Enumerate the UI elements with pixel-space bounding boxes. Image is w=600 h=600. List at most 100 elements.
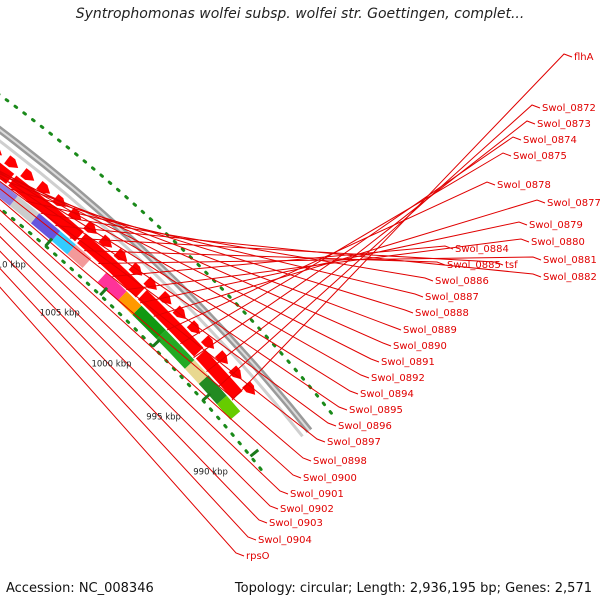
gene-label: Swol_0877 <box>547 198 600 209</box>
leader-line <box>55 225 542 278</box>
gene-label: Swol_0889 <box>403 325 457 336</box>
gene-label: rpsO <box>246 551 270 562</box>
gene-label: tsf <box>505 260 518 271</box>
gene-label: Swol_0904 <box>258 535 312 546</box>
gene-label: Swol_0875 <box>513 151 567 162</box>
leader-line <box>0 178 402 331</box>
leader-line <box>0 188 326 443</box>
cds-arrow <box>4 155 19 168</box>
leader-line <box>139 221 528 304</box>
feature-block <box>67 244 92 269</box>
cds-arrow <box>20 168 35 181</box>
leader-line <box>69 237 504 266</box>
gene-label: Swol_0878 <box>497 180 551 191</box>
cds-arrow <box>36 181 51 194</box>
tick-mark <box>201 392 212 402</box>
tick-mark <box>249 448 260 458</box>
tick-mark <box>44 237 54 248</box>
cds-gap <box>135 288 147 301</box>
feature-tracks <box>0 149 256 420</box>
feature-block <box>198 375 227 405</box>
accession-text: Accession: NC_008346 <box>6 581 154 596</box>
cds-arrow <box>242 380 256 395</box>
footer: Accession: NC_008346 Topology: circular;… <box>0 576 600 600</box>
leader-line <box>0 250 268 524</box>
gene-label: Swol_0896 <box>338 421 392 432</box>
gene-label: Swol_0873 <box>537 119 591 130</box>
backbone-highlight <box>0 128 311 432</box>
feature-block <box>117 291 142 315</box>
gene-label: Swol_0901 <box>290 489 344 500</box>
gene-label: Swol_0882 <box>543 272 597 283</box>
feature-block <box>97 272 127 301</box>
leader-line <box>206 120 536 373</box>
gene-label: flhA <box>574 52 594 63</box>
gene-label: Swol_0881 <box>543 255 597 266</box>
leader-line <box>166 181 496 331</box>
tick-label: 995 kbp <box>146 412 181 422</box>
leader-line <box>0 198 312 462</box>
gene-label: Swol_0900 <box>303 473 357 484</box>
cds-arrow <box>128 262 143 276</box>
dotted-guide-arc <box>0 206 263 471</box>
tick-label: 1010 kbp <box>0 260 26 270</box>
cds-arrow <box>98 234 113 248</box>
gene-label: Swol_0880 <box>531 237 585 248</box>
gene-label: Swol_0886 <box>435 276 489 287</box>
leader-line <box>231 53 573 401</box>
cds-track <box>0 162 243 400</box>
leader-line <box>0 180 337 427</box>
gene-label: Swol_0879 <box>529 220 583 231</box>
gene-label: Swol_0892 <box>371 373 425 384</box>
feature-block <box>82 258 107 282</box>
feature-block <box>51 231 76 255</box>
cds-arrow <box>0 149 2 156</box>
map-title: Syntrophomonas wolfei subsp. wolfei str.… <box>75 6 525 22</box>
leader-line <box>112 245 454 277</box>
leader-line <box>0 170 370 379</box>
gene-label: Swol_0872 <box>542 103 596 114</box>
leader-line <box>193 136 522 358</box>
feature-block <box>216 395 241 420</box>
gene-label: Swol_0885 <box>447 260 501 271</box>
leader-line <box>0 286 245 557</box>
gene-label: Swol_0891 <box>381 357 435 368</box>
tick-label: 1005 kbp <box>40 309 80 319</box>
tick-mark <box>99 286 109 297</box>
dotted-guide-arc <box>0 93 333 415</box>
gene-label: Swol_0874 <box>523 135 577 146</box>
leader-line <box>219 104 541 387</box>
dotted-guides <box>0 93 333 471</box>
leader-line <box>0 175 348 411</box>
leader-line <box>0 172 359 395</box>
leader-line <box>0 222 289 495</box>
feature-block <box>30 213 61 241</box>
leader-line <box>98 256 542 264</box>
leader-line <box>0 171 380 363</box>
tick-label: 1000 kbp <box>91 359 131 369</box>
gene-label: Swol_0898 <box>313 456 367 467</box>
leader-line <box>0 267 257 541</box>
leader-line <box>153 199 546 317</box>
gene-label: Swol_0887 <box>425 292 479 303</box>
tick-mark <box>151 338 161 348</box>
gene-label: Swol_0895 <box>349 405 403 416</box>
tick-label: 990 kbp <box>193 467 228 477</box>
leader-line <box>25 200 424 298</box>
gene-labels: flhA Swol_0872 Swol_0873 Swol_0874 Swol_0875… <box>246 52 600 562</box>
feature-block <box>132 305 166 340</box>
leader-line <box>10 188 414 314</box>
gene-label: Swol_0903 <box>269 518 323 529</box>
gene-label: Swol_0894 <box>360 389 414 400</box>
leader-line <box>126 238 530 291</box>
leader-line <box>0 209 302 479</box>
topology-text: Topology: circular; Length: 2,936,195 bp… <box>234 581 592 596</box>
gene-label: Swol_0902 <box>280 504 334 515</box>
cds-arrow <box>214 350 228 365</box>
feature-block <box>184 359 209 384</box>
gene-label: Swol_0890 <box>393 341 447 352</box>
leader-line <box>180 152 512 345</box>
label-leader-lines <box>0 53 573 557</box>
